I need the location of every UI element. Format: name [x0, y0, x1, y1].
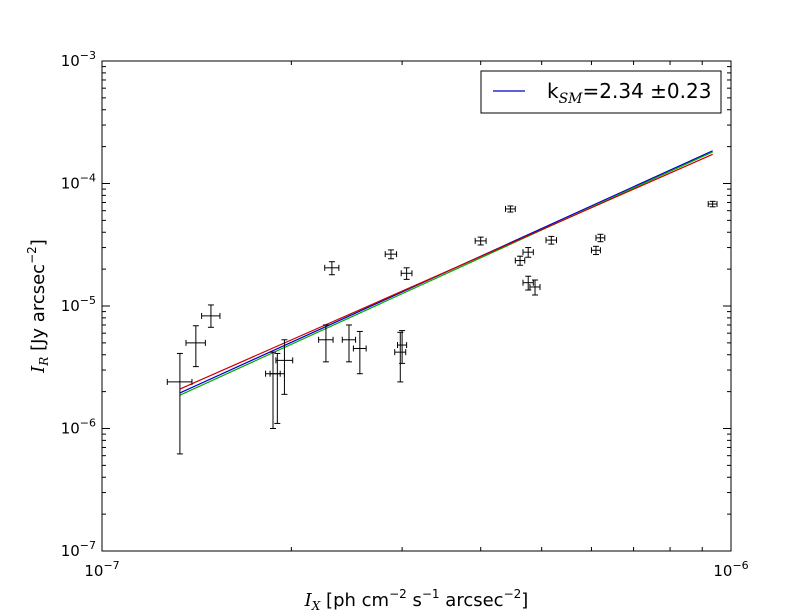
- y-tick-label: 10−7: [61, 539, 96, 560]
- data-point: [522, 247, 534, 258]
- data-point: [474, 236, 487, 246]
- data-point: [324, 261, 340, 276]
- data-point: [394, 331, 407, 383]
- fit-line: [179, 153, 713, 390]
- legend-box: [480, 70, 722, 114]
- fit-line: [179, 151, 713, 396]
- x-tick-label: 10−7: [84, 559, 119, 580]
- y-tick-label: 10−6: [61, 417, 96, 438]
- data-point: [166, 352, 193, 455]
- data-point: [514, 255, 526, 266]
- data-point: [504, 205, 516, 213]
- data-point: [269, 352, 285, 424]
- data-point: [384, 249, 398, 260]
- data-point: [595, 233, 606, 243]
- data-point: [275, 339, 294, 395]
- data-point: [529, 279, 541, 296]
- y-tick-label: 10−4: [61, 172, 96, 193]
- data-point: [201, 304, 221, 328]
- data-point: [341, 324, 357, 363]
- legend-label: kSM=2.34 ±0.23: [547, 79, 711, 107]
- y-tick-label: 10−5: [61, 294, 96, 315]
- legend: kSM=2.34 ±0.23: [480, 70, 722, 114]
- data-point: [590, 245, 601, 256]
- data-point: [318, 324, 334, 363]
- data-point: [352, 330, 367, 375]
- data-point: [265, 351, 281, 429]
- data-point: [185, 325, 206, 368]
- data-point: [400, 267, 413, 280]
- axes: 10−7 10−6 10−7 10−6 10−5 10−4 10−3 IX [ph cm−2 …: [25, 49, 749, 612]
- y-axis-label: IR [Jy arcsec−2]: [25, 239, 51, 374]
- data-point: [545, 235, 558, 245]
- x-axis-label: IX [ph cm−2 s−1 arcsec−2]: [304, 587, 529, 612]
- data-point: [397, 330, 408, 364]
- x-tick-label: 10−6: [713, 559, 748, 580]
- y-tick-label: 10−3: [61, 49, 96, 70]
- data-point: [522, 275, 534, 291]
- plot-frame: [101, 60, 732, 552]
- data-point: [707, 200, 718, 208]
- chart-marks: [166, 150, 718, 455]
